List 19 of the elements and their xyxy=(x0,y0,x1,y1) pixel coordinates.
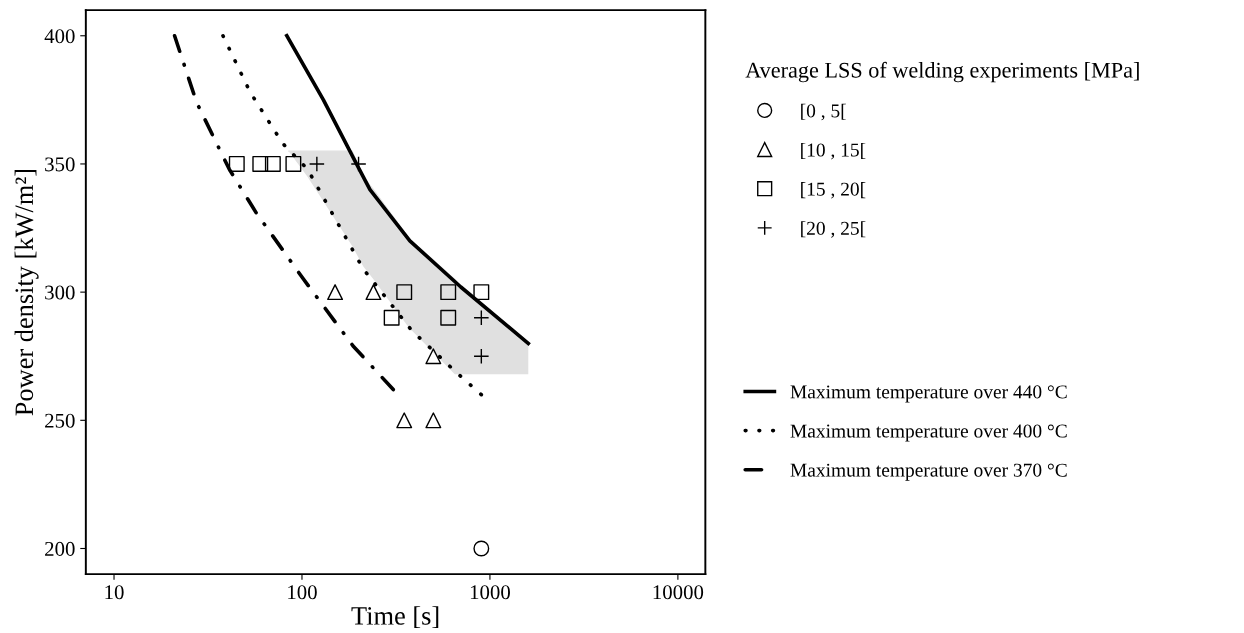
legend-label: [20 , 25[ xyxy=(801,221,866,238)
legend-label: Maximum temperature over 440 °C xyxy=(790,385,1067,403)
x-tick-label: 10 xyxy=(105,585,124,600)
y-tick-label: 400 xyxy=(44,29,75,44)
x-tick-label: 10000 xyxy=(653,585,704,600)
x-tick-label: 1000 xyxy=(470,585,510,600)
legend-label: Maximum temperature over 370 °C xyxy=(790,463,1067,481)
y-tick-label: 250 xyxy=(45,413,75,428)
legend-label: [15 , 20[ xyxy=(801,182,866,199)
x-axis-title: Time [s] xyxy=(351,606,439,629)
legend-label: Maximum temperature over 400 °C xyxy=(790,424,1067,442)
legend-label: [0 , 5[ xyxy=(801,103,846,121)
legend-label: [10 , 15[ xyxy=(801,142,866,160)
x-tick-label: 100 xyxy=(288,585,317,600)
y-tick-label: 200 xyxy=(45,541,75,556)
y-tick-label: 350 xyxy=(45,157,75,172)
legend-title: Average LSS of welding experiments [MPa] xyxy=(745,61,1139,83)
y-axis-title: Power density [kW/m²] xyxy=(14,169,39,416)
y-tick-label: 300 xyxy=(45,285,75,300)
